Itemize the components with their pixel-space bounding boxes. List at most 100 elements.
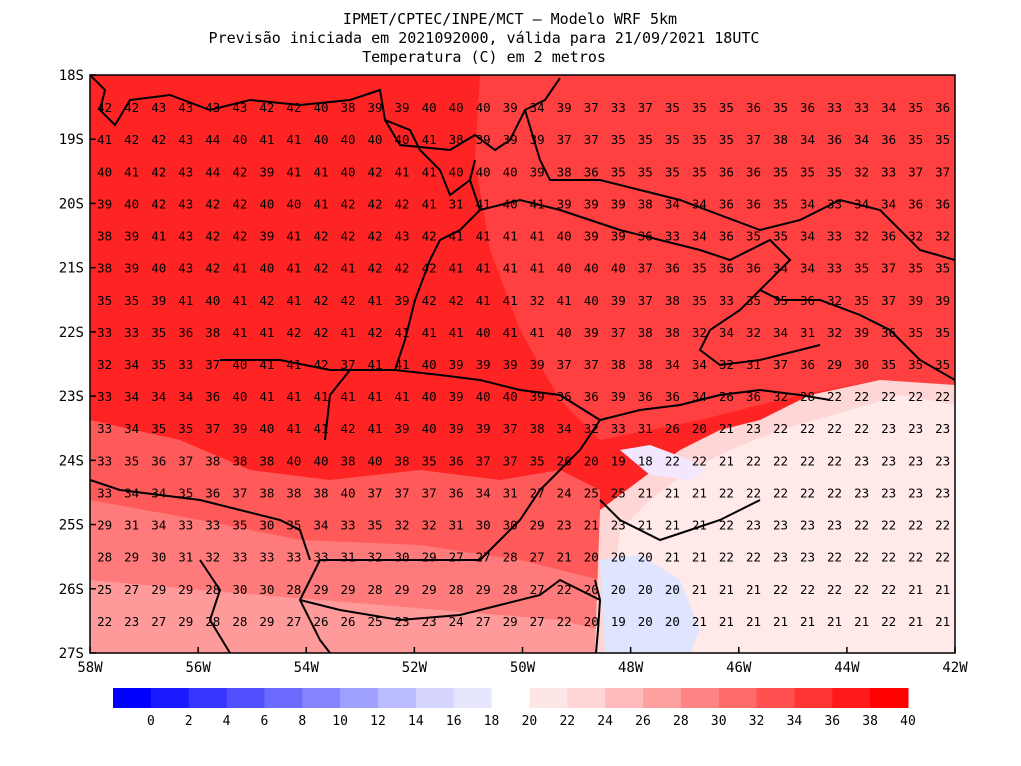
temperature-value: 35 xyxy=(665,164,680,179)
temperature-value: 42 xyxy=(313,293,328,308)
temperature-value: 35 xyxy=(611,164,626,179)
temperature-value: 32 xyxy=(773,389,788,404)
temperature-value: 37 xyxy=(584,100,599,115)
temperature-value: 35 xyxy=(530,453,545,468)
temperature-value: 41 xyxy=(422,164,437,179)
temperature-value: 41 xyxy=(367,357,382,372)
temperature-value: 41 xyxy=(259,325,274,340)
temperature-value: 34 xyxy=(124,357,139,372)
temperature-value: 33 xyxy=(124,325,139,340)
temperature-value: 42 xyxy=(205,229,220,244)
temperature-value: 35 xyxy=(773,293,788,308)
temperature-value: 23 xyxy=(124,614,139,629)
temperature-value: 39 xyxy=(124,261,139,276)
temperature-value: 36 xyxy=(719,229,734,244)
temperature-value: 41 xyxy=(340,261,355,276)
temperature-value: 39 xyxy=(611,389,626,404)
temperature-value: 31 xyxy=(340,550,355,565)
temperature-value: 41 xyxy=(97,132,112,147)
temperature-value: 42 xyxy=(313,357,328,372)
temperature-value: 23 xyxy=(800,518,815,533)
temperature-value: 36 xyxy=(746,196,761,211)
temperature-value: 42 xyxy=(286,100,301,115)
temperature-value: 25 xyxy=(367,614,382,629)
temperature-value: 30 xyxy=(259,582,274,597)
temperature-value: 32 xyxy=(719,357,734,372)
temperature-value: 43 xyxy=(178,196,193,211)
temperature-value: 22 xyxy=(746,453,761,468)
temperature-value: 23 xyxy=(908,421,923,436)
temperature-value: 41 xyxy=(286,389,301,404)
temperature-value: 20 xyxy=(665,582,680,597)
temperature-value: 42 xyxy=(151,132,166,147)
temperature-value: 31 xyxy=(124,518,139,533)
lon-tick-label: 42W xyxy=(942,660,968,676)
temperature-value: 42 xyxy=(124,100,139,115)
temperature-value: 37 xyxy=(476,453,491,468)
temperature-value: 40 xyxy=(205,293,220,308)
colorbar-label: 22 xyxy=(559,714,575,729)
temperature-value: 39 xyxy=(476,421,491,436)
temperature-value: 22 xyxy=(97,614,112,629)
temperature-value: 21 xyxy=(719,614,734,629)
temperature-value: 41 xyxy=(476,229,491,244)
lon-tick-label: 48W xyxy=(618,660,644,676)
temperature-value: 29 xyxy=(827,357,842,372)
temperature-value: 21 xyxy=(935,582,950,597)
temperature-value: 41 xyxy=(476,196,491,211)
lat-tick-label: 21S xyxy=(59,261,84,277)
temperature-value: 39 xyxy=(97,196,112,211)
temperature-value: 29 xyxy=(503,614,518,629)
temperature-value: 34 xyxy=(151,518,166,533)
temperature-value: 42 xyxy=(394,196,409,211)
temperature-value: 39 xyxy=(151,293,166,308)
colorbar-label: 6 xyxy=(261,714,269,729)
temperature-value: 35 xyxy=(692,164,707,179)
temperature-value: 33 xyxy=(827,261,842,276)
temperature-value: 23 xyxy=(854,485,869,500)
temperature-value: 35 xyxy=(746,229,761,244)
temperature-value: 41 xyxy=(503,325,518,340)
colorbar-label: 30 xyxy=(711,714,727,729)
colorbar-swatch xyxy=(378,688,416,708)
temperature-value: 40 xyxy=(503,389,518,404)
temperature-value: 41 xyxy=(476,261,491,276)
temperature-value: 21 xyxy=(719,582,734,597)
temperature-value: 27 xyxy=(530,550,545,565)
temperature-value: 39 xyxy=(476,357,491,372)
temperature-value: 34 xyxy=(151,389,166,404)
temperature-value: 36 xyxy=(557,389,572,404)
temperature-value: 40 xyxy=(151,261,166,276)
temperature-value: 31 xyxy=(449,196,464,211)
temperature-value: 42 xyxy=(232,196,247,211)
temperature-value: 40 xyxy=(584,261,599,276)
temperature-value: 41 xyxy=(286,132,301,147)
temperature-value: 39 xyxy=(367,100,382,115)
temperature-value: 29 xyxy=(422,582,437,597)
temperature-value: 40 xyxy=(584,293,599,308)
temperature-value: 41 xyxy=(124,164,139,179)
temperature-value: 40 xyxy=(97,164,112,179)
colorbar-label: 32 xyxy=(749,714,765,729)
temperature-value: 23 xyxy=(611,518,626,533)
temperature-value: 42 xyxy=(124,132,139,147)
temperature-value: 36 xyxy=(935,196,950,211)
temperature-value: 40 xyxy=(476,100,491,115)
temperature-value: 23 xyxy=(935,485,950,500)
temperature-value: 21 xyxy=(719,421,734,436)
temperature-value: 20 xyxy=(584,614,599,629)
temperature-value: 35 xyxy=(638,164,653,179)
temperature-value: 36 xyxy=(638,389,653,404)
temperature-value: 39 xyxy=(935,293,950,308)
temperature-value: 42 xyxy=(422,229,437,244)
title-line-2: Previsão iniciada em 2021092000, válida … xyxy=(209,29,760,47)
temperature-value: 41 xyxy=(530,325,545,340)
temperature-value: 22 xyxy=(746,485,761,500)
temperature-value: 28 xyxy=(205,614,220,629)
temperature-value: 28 xyxy=(503,550,518,565)
temperature-value: 21 xyxy=(935,614,950,629)
temperature-value: 40 xyxy=(476,164,491,179)
temperature-value: 38 xyxy=(638,325,653,340)
temperature-value: 37 xyxy=(908,164,923,179)
temperature-value: 36 xyxy=(449,453,464,468)
